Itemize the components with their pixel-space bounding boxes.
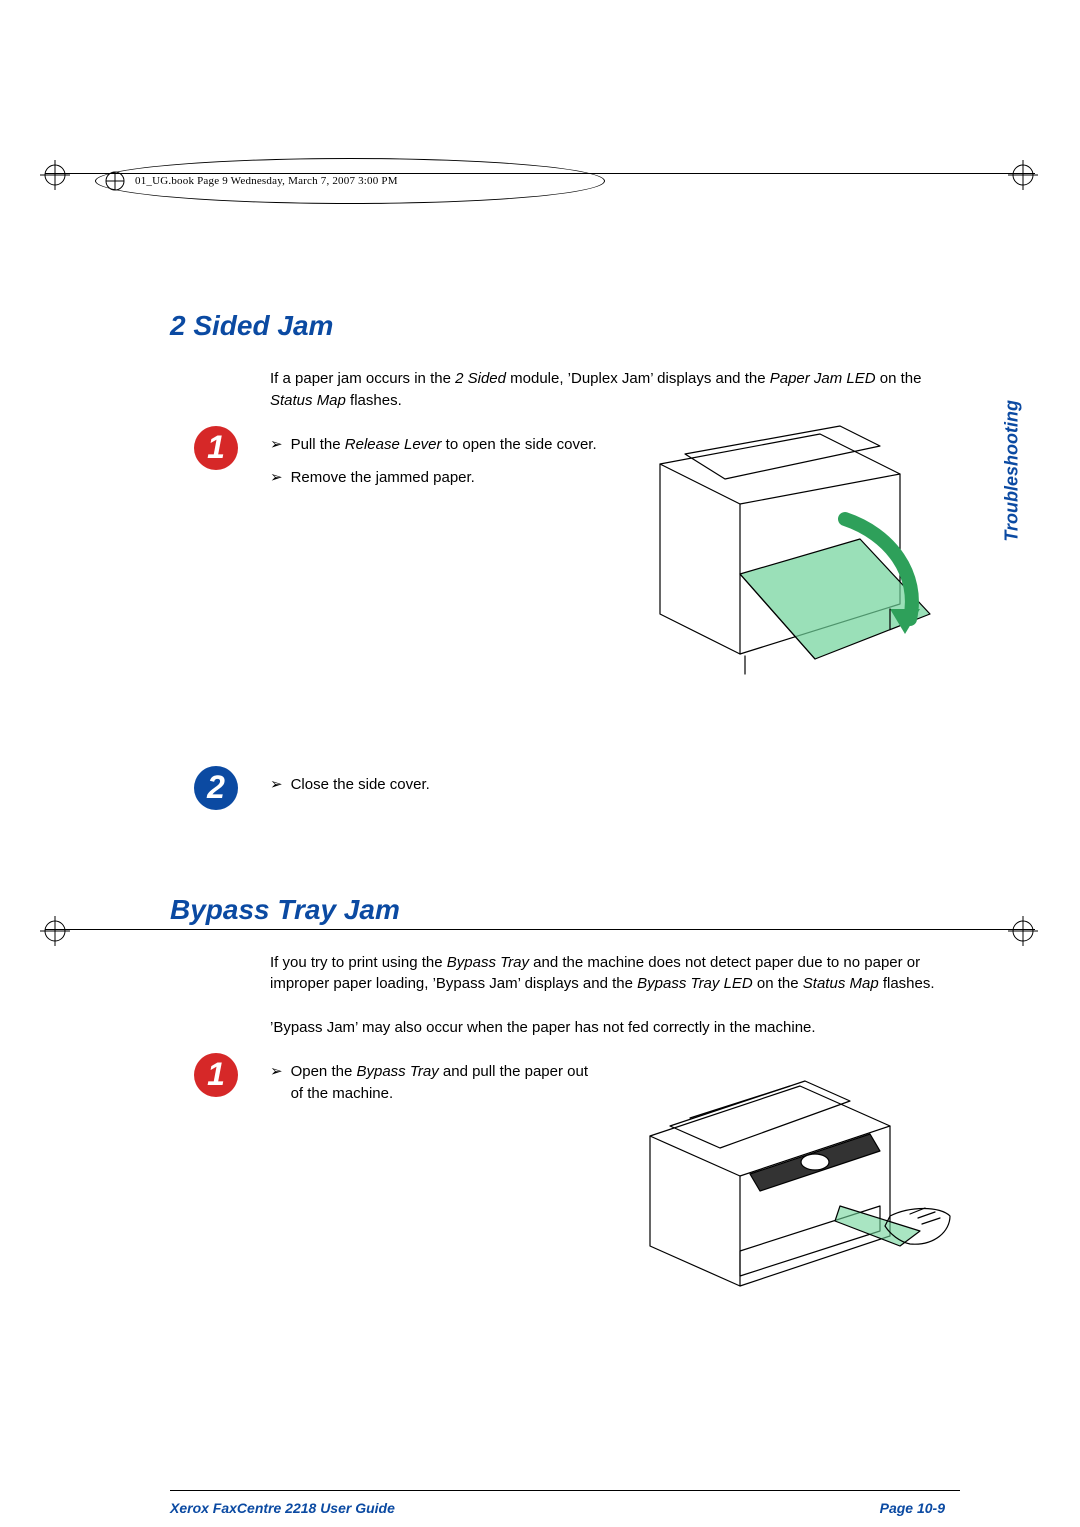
meta-header-icon [104,170,126,192]
register-mark-mid-right [1008,916,1038,946]
section1-step1: 1 ➢Pull the Release Lever to open the si… [170,434,960,734]
footer-right: Page 10-9 [880,1500,945,1516]
register-mark-top-left [40,160,70,190]
chevron-right-icon: ➢ [270,434,283,456]
meta-header-text: 01_UG.book Page 9 Wednesday, March 7, 20… [135,175,398,187]
footer-rule [170,1490,960,1491]
chevron-right-icon: ➢ [270,1061,283,1105]
footer-left: Xerox FaxCentre 2218 User Guide [170,1500,395,1516]
step-number-1-icon: 1 [194,426,238,470]
section1-step2-text: ➢Close the side cover. [270,774,600,796]
chevron-right-icon: ➢ [270,774,283,796]
page-footer: Xerox FaxCentre 2218 User Guide Page 10-… [170,1500,945,1516]
section1-intro: If a paper jam occurs in the 2 Sided mod… [270,368,960,412]
section2-step1-text: ➢Open the Bypass Tray and pull the paper… [270,1061,600,1105]
section2-intro2: ’Bypass Jam’ may also occur when the pap… [270,1017,960,1039]
section2-step1: 1 ➢Open the Bypass Tray and pull the pap… [170,1061,960,1341]
chevron-right-icon: ➢ [270,467,283,489]
illustration-bypass-tray [590,1056,960,1296]
step-number-1b-icon: 1 [194,1053,238,1097]
manual-page: 01_UG.book Page 9 Wednesday, March 7, 20… [0,0,1080,1527]
section-heading-2sided: 2 Sided Jam [170,310,960,342]
section2-intro: If you try to print using the Bypass Tra… [270,952,960,996]
section1-step2: 2 ➢Close the side cover. [170,774,960,834]
section1-step1-text: ➢Pull the Release Lever to open the side… [270,434,600,490]
content-area: 2 Sided Jam If a paper jam occurs in the… [170,310,960,1381]
register-mark-mid-left [40,916,70,946]
chapter-sidebar-label: Troubleshooting [1002,400,1023,542]
illustration-side-cover [590,424,960,724]
section-heading-bypass: Bypass Tray Jam [170,894,960,926]
step-number-2-icon: 2 [194,766,238,810]
register-mark-top-right [1008,160,1038,190]
